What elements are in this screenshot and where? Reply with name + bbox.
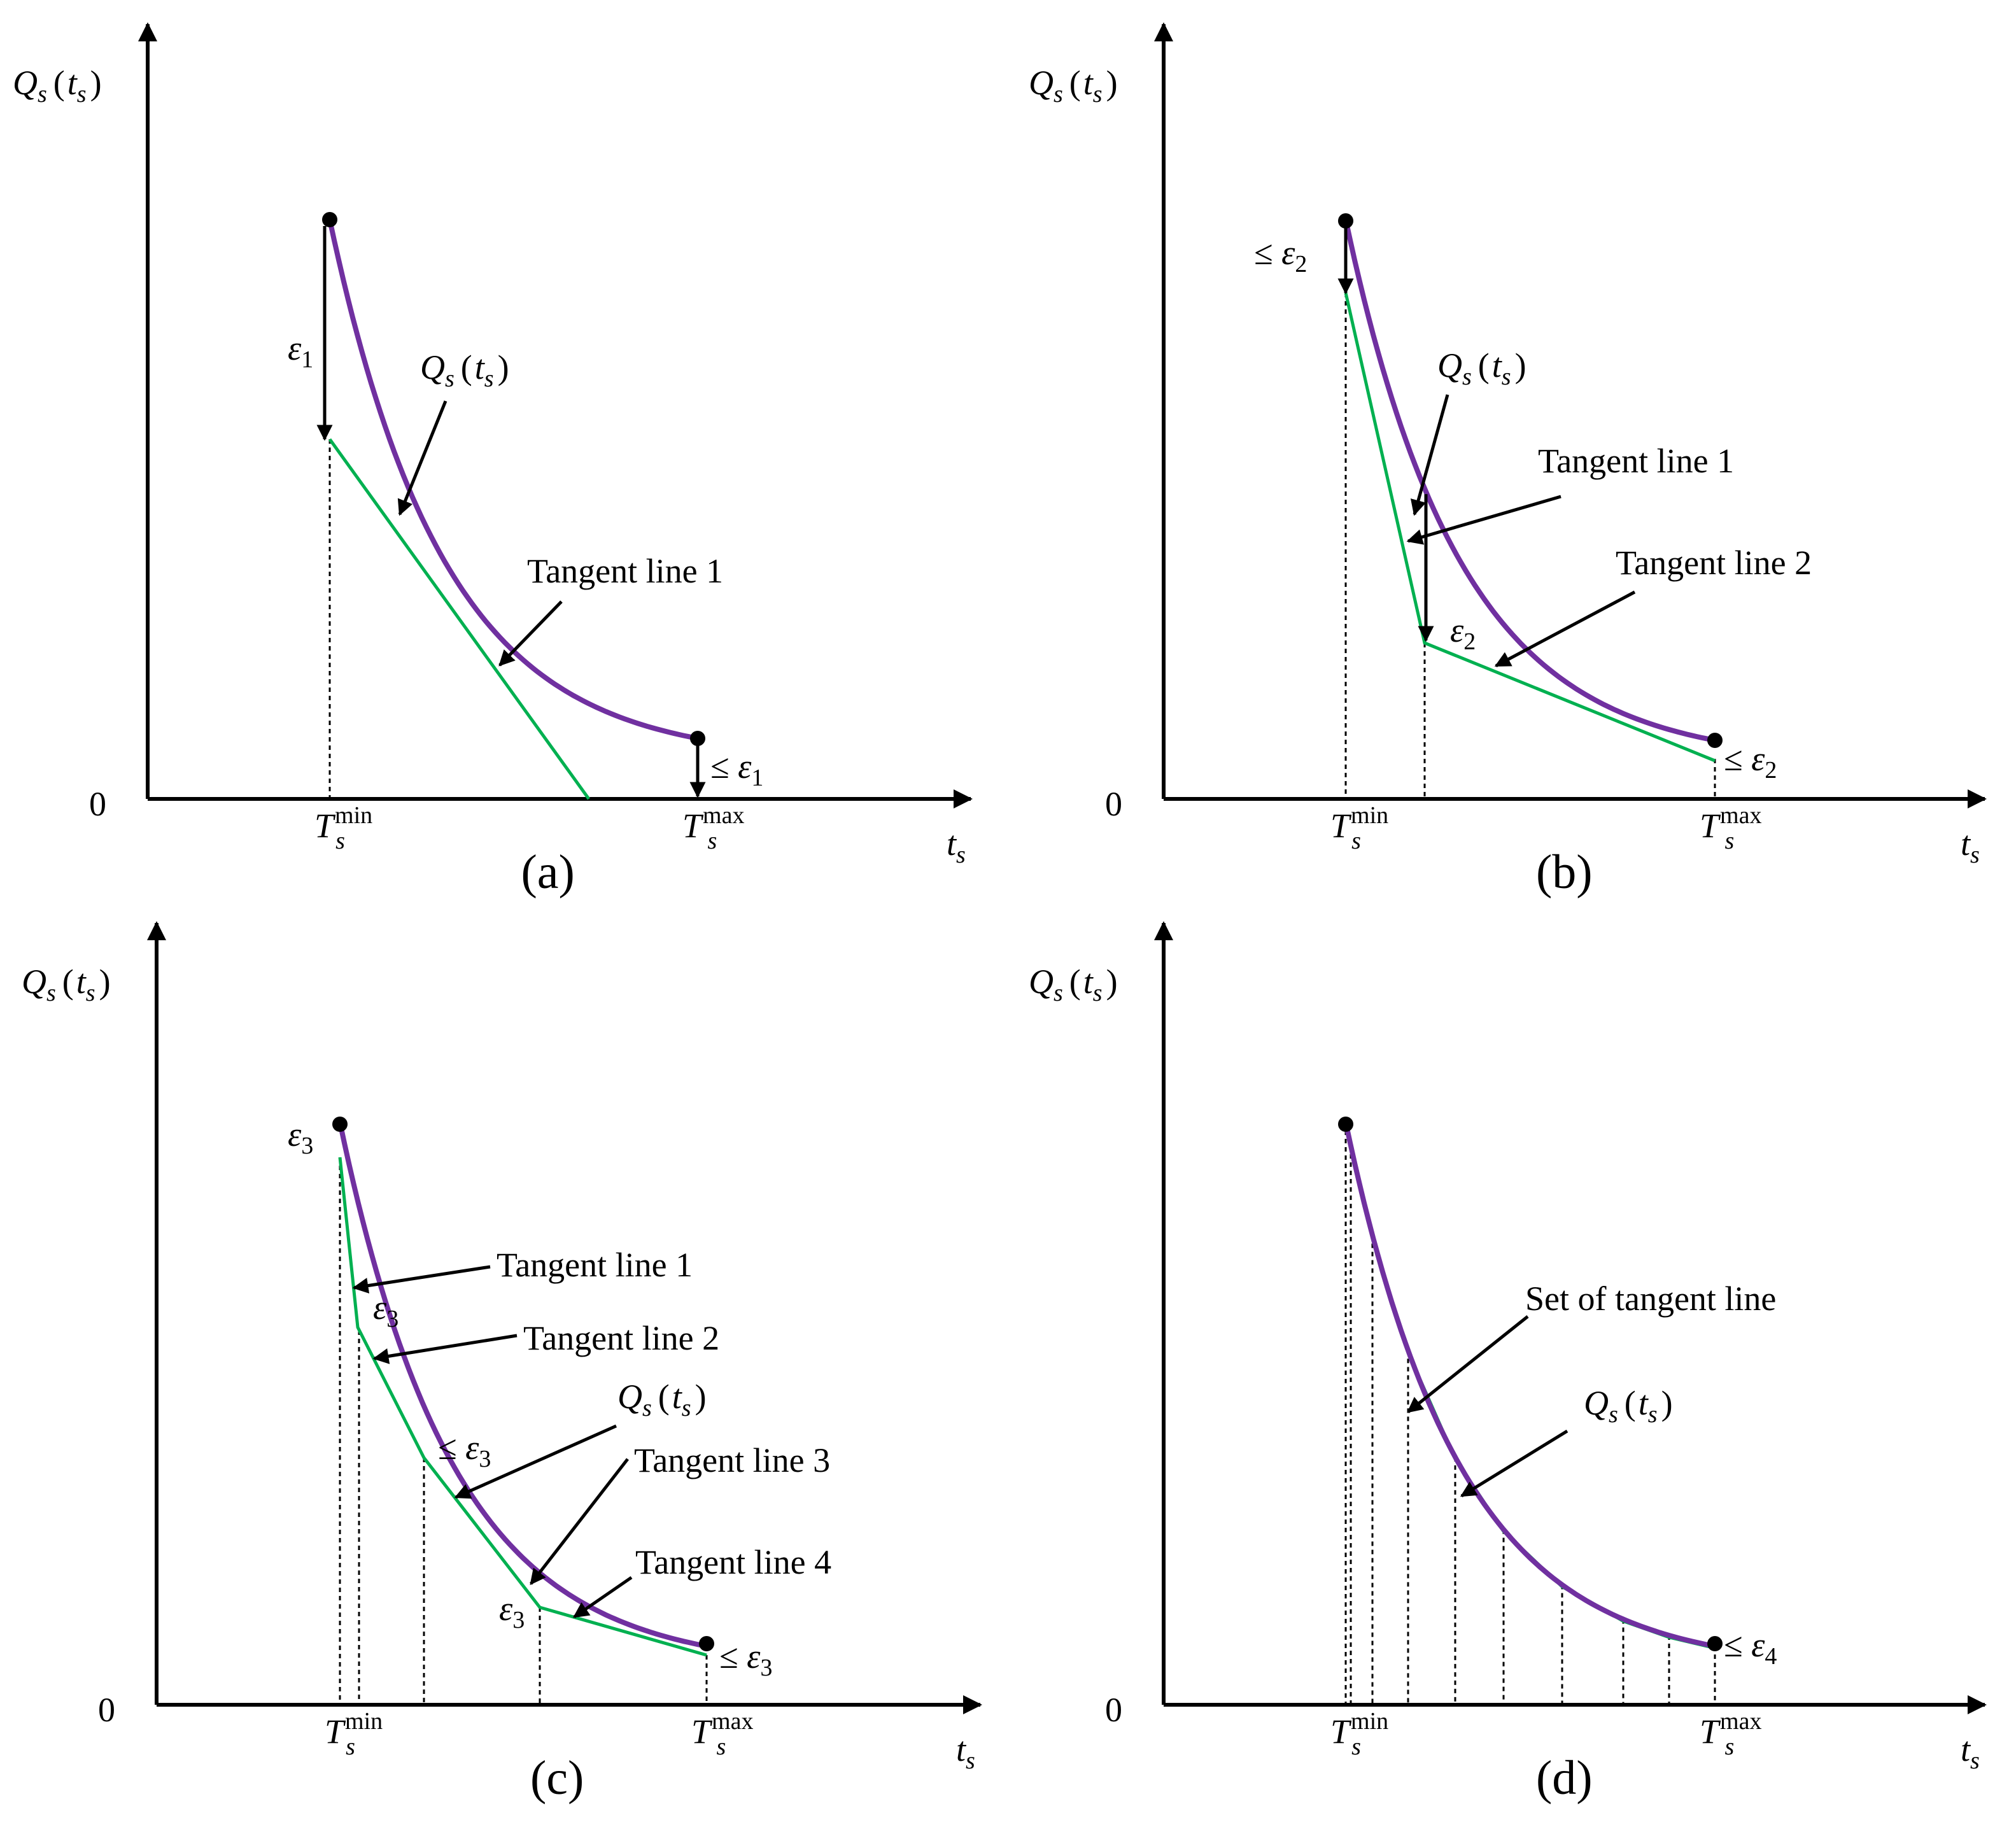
end-point xyxy=(1707,1636,1723,1651)
q-curve xyxy=(337,1122,707,1649)
q-curve xyxy=(327,219,698,741)
origin-label: 0 xyxy=(98,1691,115,1729)
tangent-line-1-arrow xyxy=(352,1265,491,1294)
x-axis-label: ts xyxy=(947,824,966,868)
y-axis-label: Qs (ts) xyxy=(22,963,111,1006)
epsilon-bound-label-end: ≤ ε4 xyxy=(1724,1626,1777,1670)
tmin-label: Tmin s xyxy=(314,802,372,854)
curve-callout-arrow xyxy=(1460,1429,1569,1498)
tangent-line-2-label: Tangent line 2 xyxy=(1616,544,1812,582)
x-axis-label: ts xyxy=(956,1730,975,1774)
tmin-label: Tmin s xyxy=(1330,802,1388,854)
y-axis-label: Qs (ts) xyxy=(1029,64,1118,108)
curve-callout-label: Qs (ts) xyxy=(420,348,509,392)
tangent-line-1 xyxy=(328,438,591,800)
start-point xyxy=(1338,1117,1353,1132)
epsilon-label-2: ε3 xyxy=(373,1288,398,1332)
tmax-label: Tmax s xyxy=(1700,802,1761,854)
set-of-tangent-line-label: Set of tangent line xyxy=(1525,1280,1776,1318)
curve-callout-label: Qs (ts) xyxy=(1584,1384,1673,1428)
panel-a: Qs (ts) ts 0 Tmin s Tmax s (a) ε1 ≤ ε1 Qs (ts) Tangen… xyxy=(13,22,973,899)
start-point xyxy=(322,212,337,227)
tmax-label: Tmax s xyxy=(691,1708,753,1760)
origin-label: 0 xyxy=(1105,785,1122,823)
epsilon-label-mid: ε2 xyxy=(1450,611,1476,655)
tmax-label: Tmax s xyxy=(682,802,744,854)
end-point xyxy=(1707,733,1723,748)
tangent-line-4-label: Tangent line 4 xyxy=(635,1543,831,1581)
end-point xyxy=(699,1636,714,1651)
tmax-label: Tmax s xyxy=(1700,1708,1761,1760)
tangent-line-1-label: Tangent line 1 xyxy=(527,552,723,590)
epsilon-bound-label-end: ≤ ε3 xyxy=(719,1637,772,1681)
tmin-label: Tmin s xyxy=(325,1708,383,1760)
tangent-line-2-arrow xyxy=(372,1334,518,1364)
y-axis-label: Qs (ts) xyxy=(13,64,102,108)
tangent-line-1-label: Tangent line 1 xyxy=(497,1246,693,1284)
q-curve xyxy=(1343,219,1716,743)
curve-callout-label: Qs (ts) xyxy=(617,1378,707,1421)
epsilon-bound-label: ≤ ε1 xyxy=(710,747,763,791)
origin-label: 0 xyxy=(89,785,106,823)
epsilon-label-1: ε3 xyxy=(288,1115,313,1159)
tangent-lines xyxy=(1344,1124,1716,1650)
epsilon-label: ε1 xyxy=(288,329,313,373)
tmin-label: Tmin s xyxy=(1330,1708,1388,1760)
x-axis-label: ts xyxy=(1961,824,1980,868)
q-curve xyxy=(1343,1122,1716,1649)
origin-label: 0 xyxy=(1105,1691,1122,1729)
panel-d: Qs (ts) ts 0 Tmin s Tmax s (d) ≤ ε4 Set of tangent… xyxy=(1029,921,1987,1805)
tangent-line-1-arrow xyxy=(1406,495,1561,545)
panel-caption: (a) xyxy=(521,845,575,899)
tangent-line-1-arrow xyxy=(498,600,563,667)
tangent-line-4-arrow xyxy=(572,1576,633,1619)
epsilon-bound-label-top: ≤ ε2 xyxy=(1254,234,1307,278)
y-axis-label: Qs (ts) xyxy=(1029,963,1118,1006)
start-point xyxy=(332,1117,348,1132)
tangent-line-2-arrow xyxy=(1494,590,1636,668)
epsilon-label-4: ε3 xyxy=(499,1590,525,1633)
panel-caption: (c) xyxy=(530,1751,584,1805)
tangent-line-3-arrow xyxy=(530,1458,629,1585)
tangent-lines xyxy=(338,1157,707,1657)
curve-callout-label: Qs (ts) xyxy=(1437,346,1526,390)
end-point xyxy=(690,731,705,746)
tangent-line-2-label: Tangent line 2 xyxy=(523,1319,719,1357)
tangent-lines xyxy=(1344,292,1716,763)
curve-callout-arrow xyxy=(454,1424,617,1499)
start-point xyxy=(1338,213,1353,229)
curve-callout-arrow xyxy=(397,400,448,516)
panel-b: Qs (ts) ts 0 Tmin s Tmax s (b) ≤ ε2 ε2 ≤ ε2 Qs (ts) Ta… xyxy=(1029,22,1987,899)
panel-caption: (b) xyxy=(1536,845,1593,899)
tangent-line-3-label: Tangent line 3 xyxy=(634,1441,830,1479)
set-of-tangent-line-arrow xyxy=(1407,1315,1529,1413)
curve-callout-arrow xyxy=(1410,394,1449,516)
x-axis-label: ts xyxy=(1961,1730,1980,1774)
panel-c: Qs (ts) ts 0 Tmin s Tmax s (c) ε3 ε3 ≤ ε3 ε3 ≤ ε3 Tang… xyxy=(22,921,982,1805)
panel-caption: (d) xyxy=(1536,1751,1593,1805)
epsilon-bound-label-3: ≤ ε3 xyxy=(438,1428,491,1472)
tangent-line-1-label: Tangent line 1 xyxy=(1538,442,1734,480)
epsilon-bound-label-end: ≤ ε2 xyxy=(1724,740,1777,784)
